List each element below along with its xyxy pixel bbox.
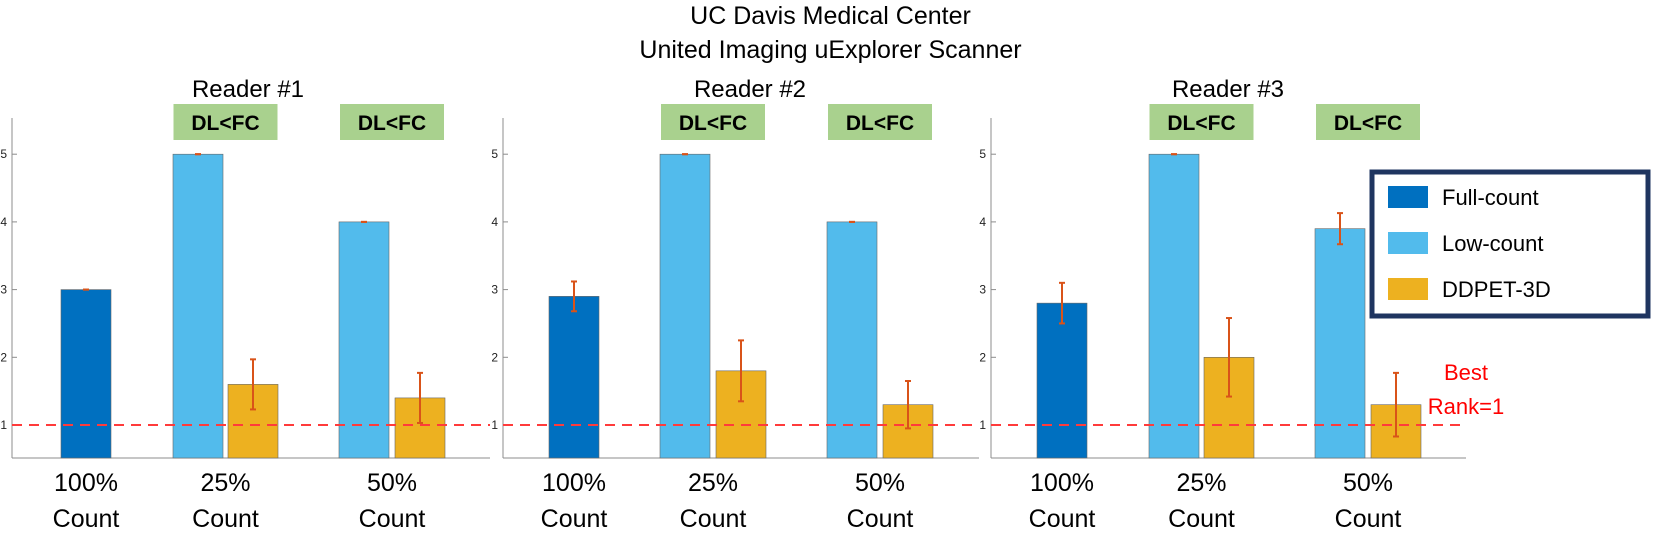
panel-title: Reader #2 (694, 76, 806, 103)
bar-low-count (172, 153, 224, 459)
badge-label: DL<FC (358, 112, 426, 135)
panel-reader-3: 1 2 3 4 5 Reader #3 DL<FC DL<FC 100% Count 25% Coun… (979, 76, 1651, 533)
y-tick-label: 4 (979, 215, 986, 229)
x-category-label: Count (1335, 505, 1402, 533)
badge-box (173, 104, 278, 140)
badge-label: DL<FC (1167, 112, 1235, 135)
x-category-label: 25% (688, 469, 738, 497)
badge-label: DL<FC (679, 112, 747, 135)
bar-full-count (548, 296, 600, 459)
y-tick-label: 5 (979, 147, 986, 161)
x-category-label: Count (192, 505, 259, 533)
y-tick-label: 3 (979, 283, 986, 297)
badge-box (1149, 104, 1254, 140)
figure-title-line-1: UC Davis Medical Center (690, 2, 971, 30)
y-tick-label: 2 (979, 350, 986, 364)
y-tick-label: 5 (491, 147, 498, 161)
panel-reader-2: 1 2 3 4 5 Reader #2 DL<FC DL<FC 100% Count 25% Coun… (491, 76, 979, 533)
badge-box (661, 104, 765, 140)
legend: Full-count Low-count DDPET-3D (1369, 169, 1651, 319)
legend-label: Low-count (1442, 231, 1544, 256)
x-category-label: 100% (1030, 469, 1094, 497)
x-category-label: 50% (855, 469, 905, 497)
badge-box (340, 104, 444, 140)
panel-reader-1: 1 2 3 4 5 Reader #1 DL<FC DL<FC 100% Count 25% Coun… (0, 76, 490, 533)
y-tick-label: 3 (0, 283, 7, 297)
bar-low-count (659, 153, 711, 459)
bar-low-count (338, 221, 390, 459)
x-category-label: 100% (542, 469, 606, 497)
legend-swatch (1388, 232, 1428, 254)
x-category-label: Count (1168, 505, 1235, 533)
panel-title: Reader #3 (1172, 76, 1284, 103)
bar-low-count (1314, 228, 1366, 459)
y-tick-label: 4 (491, 215, 498, 229)
figure-title-line-2: United Imaging uExplorer Scanner (639, 36, 1022, 64)
best-rank-annotation: Rank=1 (1428, 394, 1504, 419)
badge-label: DL<FC (191, 112, 259, 135)
legend-label: DDPET-3D (1442, 277, 1551, 302)
bar-full-count (1036, 302, 1088, 459)
x-category-label: 50% (1343, 469, 1393, 497)
badge-box (828, 104, 932, 140)
x-category-label: Count (541, 505, 608, 533)
x-category-label: Count (359, 505, 426, 533)
x-category-label: 25% (200, 469, 250, 497)
x-category-label: Count (847, 505, 914, 533)
x-category-label: 100% (54, 469, 118, 497)
bar-full-count (60, 289, 112, 459)
legend-label: Full-count (1442, 185, 1539, 210)
best-rank-annotation: Best (1444, 360, 1488, 385)
legend-swatch (1388, 278, 1428, 300)
y-tick-label: 4 (0, 215, 7, 229)
y-tick-label: 2 (491, 350, 498, 364)
legend-swatch (1388, 186, 1428, 208)
bar-low-count (1148, 153, 1200, 459)
y-tick-label: 1 (491, 418, 498, 432)
x-category-label: Count (680, 505, 747, 533)
bar-low-count (826, 221, 878, 459)
x-category-label: 50% (367, 469, 417, 497)
y-tick-label: 2 (0, 350, 7, 364)
badge-box (1316, 104, 1420, 140)
x-category-label: Count (53, 505, 120, 533)
badge-label: DL<FC (846, 112, 914, 135)
y-tick-label: 3 (491, 283, 498, 297)
y-tick-label: 5 (0, 147, 7, 161)
y-tick-label: 1 (979, 418, 986, 432)
x-category-label: Count (1029, 505, 1096, 533)
x-category-label: 25% (1176, 469, 1226, 497)
panel-title: Reader #1 (192, 76, 304, 103)
badge-label: DL<FC (1334, 112, 1402, 135)
y-tick-label: 1 (0, 418, 7, 432)
